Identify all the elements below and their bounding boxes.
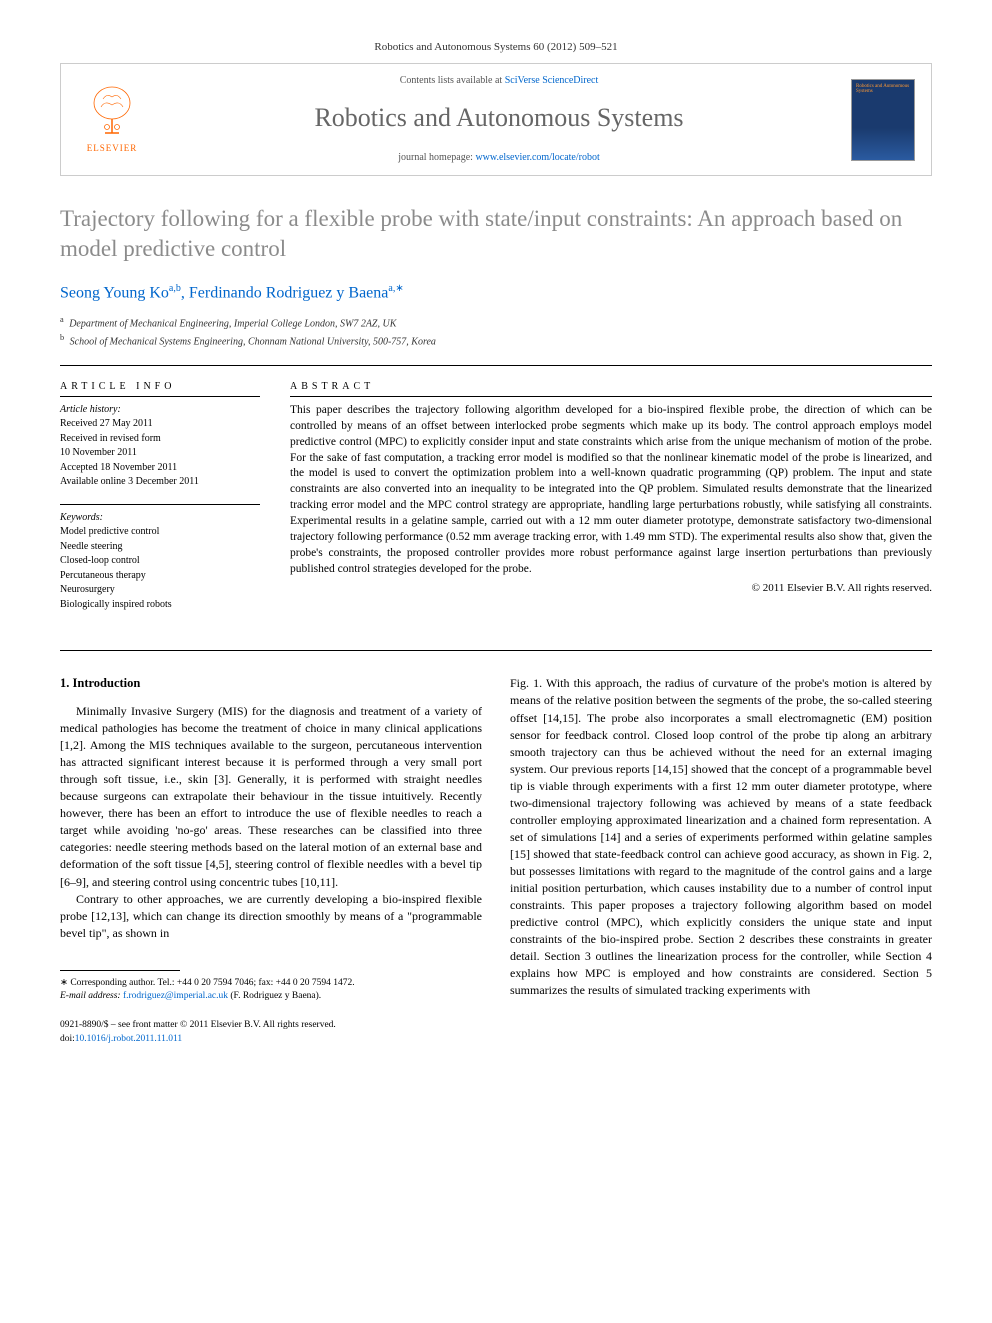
footnote-separator bbox=[60, 970, 180, 971]
body-column-right: Fig. 1. With this approach, the radius o… bbox=[510, 675, 932, 1045]
article-title: Trajectory following for a flexible prob… bbox=[60, 204, 932, 264]
keyword-1: Model predictive control bbox=[60, 525, 260, 540]
header-box: ELSEVIER Contents lists available at Sci… bbox=[60, 63, 932, 175]
affiliations: a Department of Mechanical Engineering, … bbox=[60, 314, 932, 349]
affiliation-a-text: Department of Mechanical Engineering, Im… bbox=[69, 319, 396, 330]
email-label: E-mail address: bbox=[60, 991, 121, 1001]
body-column-left: 1. Introduction Minimally Invasive Surge… bbox=[60, 675, 482, 1045]
history-revised2: 10 November 2011 bbox=[60, 446, 260, 461]
info-hr-1 bbox=[60, 396, 260, 397]
keyword-5: Neurosurgery bbox=[60, 583, 260, 598]
author-2[interactable]: Ferdinando Rodriguez y Baena bbox=[189, 284, 389, 301]
journal-reference: Robotics and Autonomous Systems 60 (2012… bbox=[60, 40, 932, 55]
full-separator bbox=[60, 650, 932, 651]
copyright: © 2011 Elsevier B.V. All rights reserved… bbox=[290, 581, 932, 596]
doi-link[interactable]: 10.1016/j.robot.2011.11.011 bbox=[75, 1034, 182, 1044]
keyword-2: Needle steering bbox=[60, 540, 260, 555]
separator bbox=[60, 365, 932, 366]
body-p3: Fig. 1. With this approach, the radius o… bbox=[510, 675, 932, 999]
abstract: ABSTRACT This paper describes the trajec… bbox=[290, 380, 932, 627]
front-matter: 0921-8890/$ – see front matter © 2011 El… bbox=[60, 1019, 482, 1032]
keyword-4: Percutaneous therapy bbox=[60, 569, 260, 584]
author-sep: , bbox=[181, 284, 189, 301]
journal-cover: Robotics and Autonomous Systems bbox=[851, 79, 915, 161]
body-p2: Contrary to other approaches, we are cur… bbox=[60, 891, 482, 942]
elsevier-tree-icon bbox=[87, 85, 137, 140]
info-abstract-row: ARTICLE INFO Article history: Received 2… bbox=[60, 380, 932, 627]
email-line: E-mail address: f.rodriguez@imperial.ac.… bbox=[60, 990, 482, 1003]
history-online: Available online 3 December 2011 bbox=[60, 475, 260, 490]
homepage-link[interactable]: www.elsevier.com/locate/robot bbox=[475, 152, 599, 163]
keywords: Keywords: Model predictive control Needl… bbox=[60, 511, 260, 613]
doi-line: doi:10.1016/j.robot.2011.11.011 bbox=[60, 1033, 482, 1046]
affiliation-b-text: School of Mechanical Systems Engineering… bbox=[70, 336, 436, 347]
author-2-sup: a,∗ bbox=[388, 283, 403, 294]
abstract-text: This paper describes the trajectory foll… bbox=[290, 403, 932, 577]
authors: Seong Young Koa,b, Ferdinando Rodriguez … bbox=[60, 282, 932, 305]
homepage-line: journal homepage: www.elsevier.com/locat… bbox=[147, 151, 851, 165]
sciencedirect-link[interactable]: SciVerse ScienceDirect bbox=[505, 75, 599, 86]
article-history: Article history: Received 27 May 2011 Re… bbox=[60, 403, 260, 490]
abstract-heading: ABSTRACT bbox=[290, 380, 932, 394]
history-revised1: Received in revised form bbox=[60, 432, 260, 447]
history-accepted: Accepted 18 November 2011 bbox=[60, 461, 260, 476]
journal-name: Robotics and Autonomous Systems bbox=[147, 100, 851, 136]
keyword-3: Closed-loop control bbox=[60, 554, 260, 569]
affiliation-a: a Department of Mechanical Engineering, … bbox=[60, 314, 932, 331]
info-hr-2 bbox=[60, 504, 260, 505]
contents-line: Contents lists available at SciVerse Sci… bbox=[147, 74, 851, 88]
author-1-sup: a,b bbox=[169, 283, 181, 294]
homepage-prefix: journal homepage: bbox=[398, 152, 475, 163]
abstract-hr bbox=[290, 396, 932, 397]
journal-cover-text: Robotics and Autonomous Systems bbox=[856, 84, 914, 95]
corresponding-author: ∗ Corresponding author. Tel.: +44 0 20 7… bbox=[60, 977, 482, 990]
history-received: Received 27 May 2011 bbox=[60, 417, 260, 432]
footnote: ∗ Corresponding author. Tel.: +44 0 20 7… bbox=[60, 977, 482, 1004]
contents-prefix: Contents lists available at bbox=[400, 75, 505, 86]
bottom-line: 0921-8890/$ – see front matter © 2011 El… bbox=[60, 1019, 482, 1046]
body-p1: Minimally Invasive Surgery (MIS) for the… bbox=[60, 703, 482, 890]
article-info: ARTICLE INFO Article history: Received 2… bbox=[60, 380, 260, 627]
elsevier-label: ELSEVIER bbox=[87, 142, 138, 155]
article-info-heading: ARTICLE INFO bbox=[60, 380, 260, 394]
email-suffix: (F. Rodriguez y Baena). bbox=[230, 991, 321, 1001]
section-1-heading: 1. Introduction bbox=[60, 675, 482, 693]
body-columns: 1. Introduction Minimally Invasive Surge… bbox=[60, 675, 932, 1045]
header-center: Contents lists available at SciVerse Sci… bbox=[147, 74, 851, 164]
keyword-6: Biologically inspired robots bbox=[60, 598, 260, 613]
elsevier-logo: ELSEVIER bbox=[77, 80, 147, 160]
affiliation-b: b School of Mechanical Systems Engineeri… bbox=[60, 332, 932, 349]
email-link[interactable]: f.rodriguez@imperial.ac.uk bbox=[123, 991, 228, 1001]
history-label: Article history: bbox=[60, 403, 260, 418]
doi-label: doi: bbox=[60, 1034, 75, 1044]
keywords-label: Keywords: bbox=[60, 511, 260, 526]
author-1[interactable]: Seong Young Ko bbox=[60, 284, 169, 301]
